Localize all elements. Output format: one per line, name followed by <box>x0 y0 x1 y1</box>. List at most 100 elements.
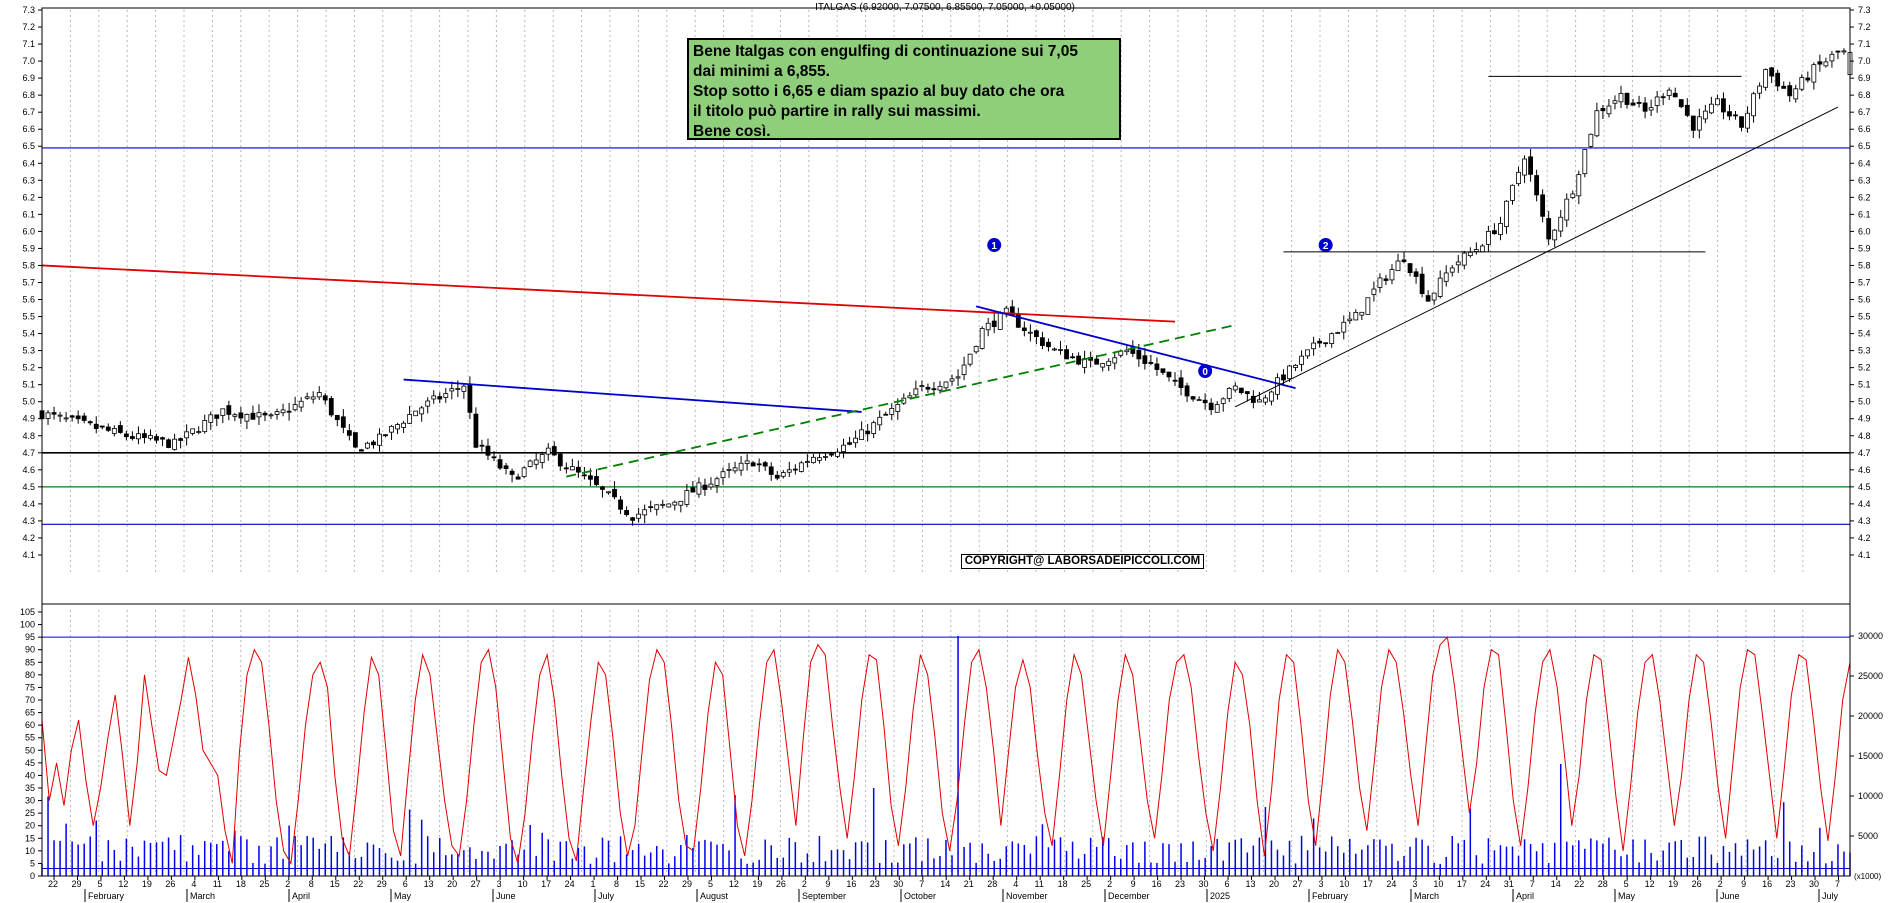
y-tick-label: 6.2 <box>1858 192 1871 202</box>
osc-tick-label: 60 <box>25 720 35 730</box>
x-day-label: 17 <box>1457 879 1467 889</box>
candle-body <box>479 444 485 447</box>
y-tick-label: 6.5 <box>22 141 35 151</box>
candle-body <box>1522 158 1527 176</box>
candle-body <box>81 415 87 421</box>
candle-body <box>1727 111 1732 117</box>
candle-body <box>738 462 744 471</box>
x-day-label: 20 <box>447 879 457 889</box>
candle-body <box>105 426 111 431</box>
y-tick-label: 5.9 <box>1858 243 1871 253</box>
candle-body <box>1486 230 1491 245</box>
candle-body <box>1793 88 1799 100</box>
candle-body <box>383 434 388 437</box>
candle-body <box>527 460 533 467</box>
candle-body <box>401 422 407 428</box>
y-tick-label: 4.6 <box>22 465 35 475</box>
x-month-label: April <box>1516 891 1534 901</box>
candle-body <box>515 476 521 480</box>
candle-body <box>1721 98 1726 113</box>
y-tick-label: 6.6 <box>1858 124 1871 134</box>
candle-body <box>1510 184 1515 201</box>
x-month-label: August <box>700 891 729 901</box>
x-day-label: 3 <box>1318 879 1323 889</box>
y-tick-label: 5.4 <box>1858 329 1871 339</box>
y-tick-label: 6.9 <box>1858 73 1871 83</box>
candle-body <box>389 425 394 433</box>
x-day-label: 22 <box>48 879 58 889</box>
candle-body <box>1835 50 1841 53</box>
candle-body <box>226 405 232 415</box>
candle-body <box>1564 198 1570 221</box>
x-month-label: November <box>1006 891 1048 901</box>
y-tick-label: 5.6 <box>1858 295 1871 305</box>
candle-body <box>425 400 431 407</box>
trendline <box>1235 106 1839 408</box>
candle-body <box>1353 311 1359 321</box>
x-day-label: 13 <box>424 879 434 889</box>
candle-body <box>292 404 298 411</box>
candle-body <box>1479 245 1485 253</box>
x-day-label: 19 <box>1668 879 1678 889</box>
x-month-label: September <box>802 891 846 901</box>
x-day-label: 9 <box>1741 879 1746 889</box>
y-tick-label: 6.2 <box>22 192 35 202</box>
candle-body <box>1606 105 1612 115</box>
candle-body <box>672 501 678 506</box>
candle-body <box>99 425 105 428</box>
y-tick-label: 6.3 <box>1858 175 1871 185</box>
x-month-label: March <box>1414 891 1439 901</box>
y-tick-label: 4.4 <box>22 499 35 509</box>
vol-tick-label: 10000 <box>1858 791 1883 801</box>
trendlines <box>41 75 1839 478</box>
candle-body <box>1745 112 1750 129</box>
candle-body <box>708 483 714 488</box>
osc-tick-label: 40 <box>25 770 35 780</box>
candle-body <box>979 328 985 349</box>
candle-body <box>467 384 473 413</box>
candle-body <box>1106 360 1112 366</box>
y-tick-label: 7.0 <box>1858 56 1871 66</box>
y-tick-label: 5.1 <box>22 380 35 390</box>
candle-body <box>1630 102 1636 106</box>
x-day-label: 30 <box>893 879 903 889</box>
candle-body <box>473 413 479 448</box>
candle-body <box>943 381 949 389</box>
candle-body <box>1763 69 1769 88</box>
x-day-label: 18 <box>236 879 246 889</box>
candle-body <box>1696 116 1702 131</box>
candle-body <box>316 392 322 398</box>
x-day-label: 25 <box>1081 879 1091 889</box>
candle-body <box>238 412 244 419</box>
candle-body <box>1184 385 1190 397</box>
candle-body <box>437 396 443 400</box>
candle-body <box>1467 251 1473 257</box>
osc-tick-label: 35 <box>25 783 35 793</box>
candle-body <box>1817 61 1823 65</box>
candle-body <box>997 312 1003 330</box>
wave-marker <box>1198 364 1213 379</box>
candle-body <box>166 439 171 448</box>
candle-body <box>1293 364 1298 368</box>
candle-body <box>774 474 780 479</box>
vol-tick-label: 5000 <box>1858 831 1878 841</box>
x-day-label: 10 <box>518 879 528 889</box>
candle-body <box>1003 307 1009 314</box>
candle-body <box>298 400 304 408</box>
y-tick-label: 4.6 <box>1858 465 1871 475</box>
candle-body <box>1528 156 1533 175</box>
candle-body <box>1576 174 1582 197</box>
candle-body <box>75 415 81 420</box>
x-month-label: February <box>1312 891 1349 901</box>
candle-body <box>1624 92 1630 105</box>
candle-body <box>1136 349 1142 360</box>
y-tick-label: 4.2 <box>22 533 35 543</box>
candle-body <box>1588 133 1594 147</box>
candle-body <box>859 429 865 441</box>
y-tick-label: 6.0 <box>22 226 35 236</box>
candle-body <box>172 438 177 450</box>
y-tick-label: 6.8 <box>22 90 35 100</box>
x-day-label: 16 <box>1152 879 1162 889</box>
x-day-label: 4 <box>191 879 196 889</box>
x-day-label: 12 <box>118 879 128 889</box>
